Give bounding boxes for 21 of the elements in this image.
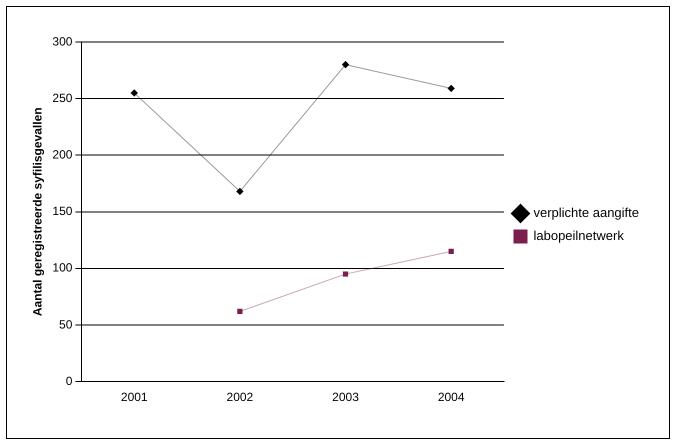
- point: [448, 248, 454, 254]
- y-tick-label: 250: [52, 90, 73, 105]
- y-tick-label: 300: [52, 34, 73, 48]
- y-axis-title: Aantal geregistreerde syfilisgevallen: [30, 107, 45, 316]
- x-tick-label: 2002: [226, 390, 254, 404]
- point: [130, 89, 138, 96]
- point: [342, 61, 350, 68]
- legend-label: labopeilnetwerk: [533, 228, 624, 244]
- y-tick-label: 0: [66, 374, 73, 388]
- legend-label: verplichte aangifte: [533, 205, 640, 220]
- y-tick-label: 200: [52, 148, 73, 162]
- point: [237, 308, 243, 314]
- x-tick-label: 2003: [332, 390, 360, 404]
- y-tick-label: 100: [52, 260, 73, 275]
- x-tick-label: 2004: [438, 390, 465, 404]
- x-tick-label: 2001: [120, 390, 148, 404]
- y-tick-label: 150: [52, 204, 73, 218]
- point: [448, 84, 455, 92]
- point: [342, 271, 348, 277]
- point: [236, 188, 244, 195]
- y-tick-label: 50: [59, 317, 73, 332]
